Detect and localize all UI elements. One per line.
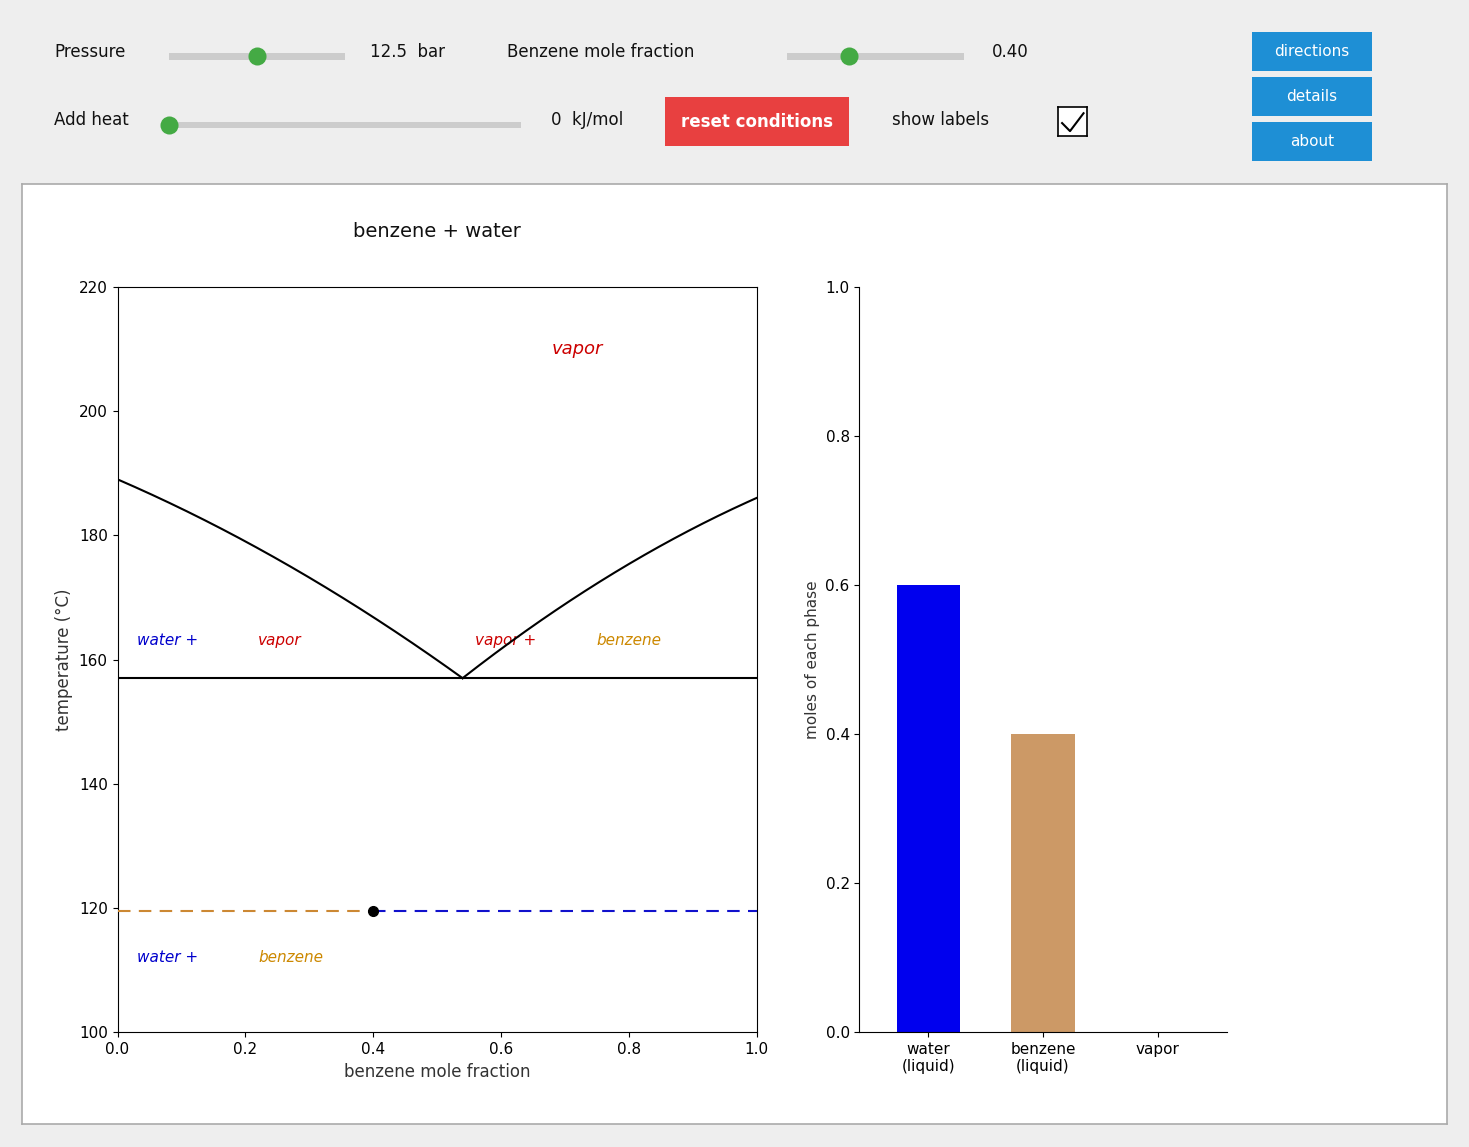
Text: Benzene mole fraction: Benzene mole fraction <box>507 42 695 61</box>
Text: Add heat: Add heat <box>54 111 129 130</box>
Text: 0  kJ/mol: 0 kJ/mol <box>551 111 623 130</box>
Text: vapor: vapor <box>259 633 301 648</box>
Text: vapor +: vapor + <box>476 633 542 648</box>
Text: 12.5  bar: 12.5 bar <box>370 42 445 61</box>
Y-axis label: moles of each phase: moles of each phase <box>805 580 820 739</box>
X-axis label: benzene mole fraction: benzene mole fraction <box>344 1062 530 1080</box>
Text: directions: directions <box>1274 44 1350 60</box>
Text: 0.40: 0.40 <box>992 42 1028 61</box>
Text: about: about <box>1290 133 1334 149</box>
Text: benzene: benzene <box>259 950 323 966</box>
Text: benzene: benzene <box>596 633 661 648</box>
Text: water +: water + <box>137 950 203 966</box>
Y-axis label: temperature (°C): temperature (°C) <box>56 588 73 731</box>
Text: details: details <box>1287 88 1337 104</box>
Text: reset conditions: reset conditions <box>682 112 833 131</box>
Text: Pressure: Pressure <box>54 42 126 61</box>
Text: show labels: show labels <box>892 111 989 130</box>
Text: water +: water + <box>137 633 203 648</box>
Text: benzene + water: benzene + water <box>353 221 521 241</box>
Bar <box>1012 734 1074 1032</box>
Bar <box>896 585 959 1032</box>
Text: vapor: vapor <box>552 340 604 358</box>
